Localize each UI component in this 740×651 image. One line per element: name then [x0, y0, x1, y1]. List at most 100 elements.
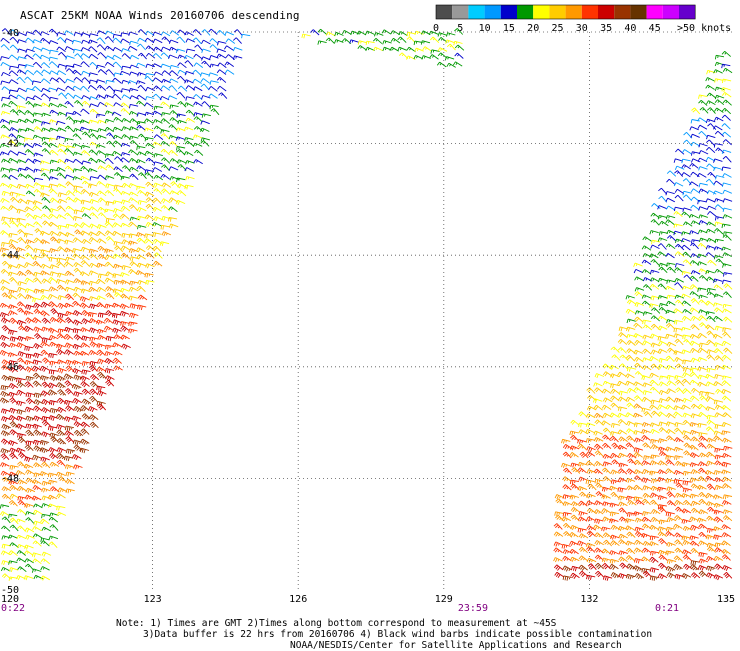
wind-barb [40, 288, 50, 294]
wind-barb [626, 512, 637, 517]
wind-barb [707, 171, 717, 179]
wind-barb [681, 238, 691, 243]
wind-barb [168, 124, 178, 131]
wind-barb [112, 93, 122, 101]
wind-barb [16, 105, 26, 110]
wind-barb [691, 436, 701, 443]
wind-barb [626, 428, 636, 434]
wind-barb [17, 525, 27, 532]
wind-barb [88, 128, 98, 134]
wind-barb [561, 516, 572, 522]
wind-barb [649, 379, 659, 386]
wind-barb [9, 465, 19, 470]
wind-barb [64, 239, 74, 245]
wind-barb [136, 215, 147, 221]
wind-barb [617, 468, 628, 475]
wind-barb [56, 511, 67, 516]
wind-barb [0, 56, 10, 61]
wind-barb [673, 223, 683, 229]
wind-barb [1, 28, 11, 35]
wind-barb [89, 212, 99, 219]
wind-barb [650, 492, 660, 498]
wind-barb [18, 452, 28, 459]
wind-barb [31, 552, 42, 558]
wind-barb [698, 206, 708, 211]
wind-barb [25, 269, 35, 276]
wind-barb [697, 564, 708, 571]
wind-barb [555, 498, 565, 506]
wind-barb [586, 525, 596, 531]
wind-barb [657, 243, 667, 250]
wind-barb [42, 220, 52, 227]
wind-barb [721, 87, 731, 93]
wind-barb [41, 487, 51, 493]
wind-barb [121, 65, 131, 71]
wind-barb [106, 85, 116, 93]
wind-barb [40, 301, 51, 308]
wind-barb [713, 534, 723, 540]
wind-barb [681, 535, 691, 541]
wind-barb [79, 447, 90, 454]
wind-barb [64, 30, 74, 35]
wind-barb [25, 563, 34, 571]
wind-barb [665, 215, 676, 220]
wind-barb [665, 435, 676, 442]
wind-barb [153, 85, 163, 92]
wind-barb [56, 127, 67, 132]
wind-barb [634, 301, 645, 308]
wind-barb [56, 70, 67, 76]
wind-barb [578, 564, 588, 571]
wind-barb [657, 295, 668, 300]
wind-barb [73, 334, 84, 341]
wind-barb [633, 349, 644, 355]
wind-barb [666, 500, 676, 507]
wind-barb [673, 333, 684, 339]
wind-barb [176, 159, 187, 164]
wind-barb [698, 143, 708, 148]
wind-barb [152, 245, 162, 253]
wind-barb [9, 342, 19, 348]
wind-barb [169, 117, 179, 123]
wind-barb [601, 467, 611, 475]
wind-barb [113, 166, 123, 173]
wind-barb [128, 197, 138, 203]
wind-barb [722, 412, 732, 419]
legend-swatch [452, 5, 469, 19]
wind-barb [690, 560, 700, 566]
wind-barb [50, 308, 60, 315]
wind-barb [183, 126, 194, 131]
wind-barb [144, 102, 154, 108]
wind-barb [553, 531, 564, 537]
wind-barb [585, 460, 596, 467]
wind-barb [0, 110, 11, 116]
wind-barb [200, 120, 210, 125]
wind-barb [8, 471, 19, 477]
wind-barb [697, 229, 708, 234]
wind-barb [97, 390, 107, 397]
wind-barb [650, 485, 661, 492]
wind-barb [25, 87, 36, 93]
wind-barb [41, 381, 51, 389]
wind-barb [610, 402, 620, 409]
wind-barb [96, 302, 106, 309]
wind-barb [111, 111, 122, 117]
wind-barb [120, 279, 130, 285]
wind-barb [104, 221, 114, 228]
wind-barb [49, 49, 59, 55]
wind-barb [674, 492, 685, 498]
wind-barb [578, 546, 588, 554]
wind-barb [73, 278, 84, 284]
wind-barb [80, 61, 90, 68]
wind-barb [618, 390, 629, 396]
wind-barb [9, 127, 19, 132]
wind-barb [586, 446, 596, 453]
wind-barb [96, 343, 106, 349]
wind-barb [57, 143, 68, 148]
wind-barb [691, 107, 701, 115]
wind-barb [0, 312, 10, 318]
wind-barb [666, 341, 677, 347]
wind-barb [706, 107, 716, 114]
wind-barb [698, 315, 708, 322]
wind-barb [658, 538, 668, 545]
wind-barb [555, 514, 565, 522]
